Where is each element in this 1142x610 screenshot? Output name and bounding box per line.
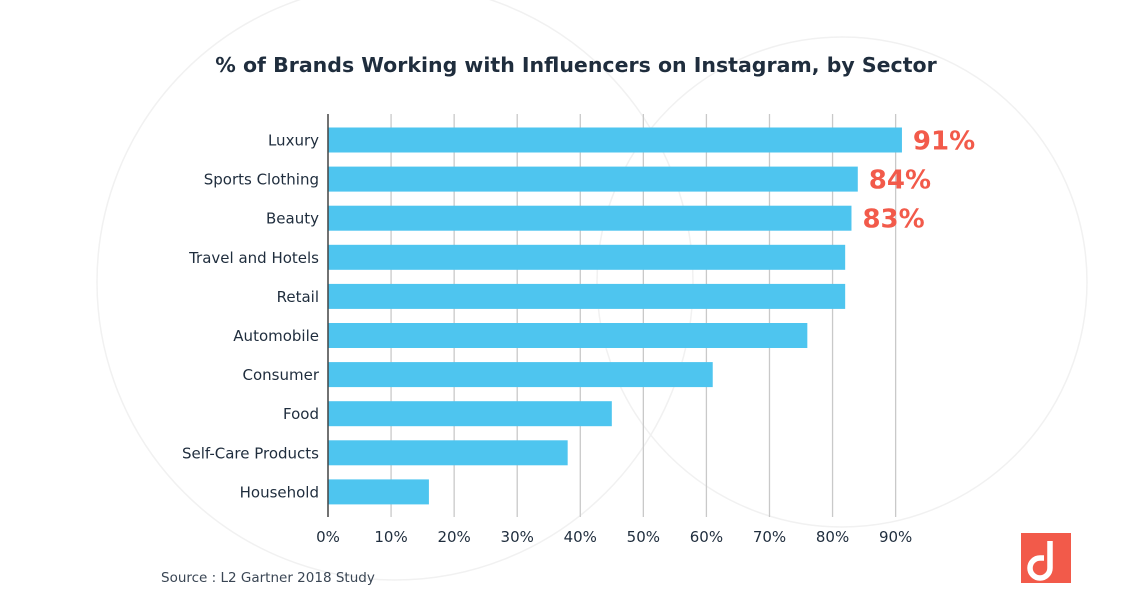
x-tick-label: 80% bbox=[816, 528, 849, 546]
bar bbox=[328, 127, 902, 153]
x-tick-label: 30% bbox=[501, 528, 534, 546]
category-label: Automobile bbox=[233, 327, 319, 345]
background-decoration bbox=[96, 0, 1088, 581]
brand-logo-glyph bbox=[1027, 541, 1053, 581]
bar bbox=[328, 440, 568, 466]
category-label: Consumer bbox=[243, 366, 320, 384]
x-tick-label: 10% bbox=[374, 528, 407, 546]
bars bbox=[328, 127, 902, 505]
bar bbox=[328, 479, 429, 505]
data-label: 83% bbox=[862, 205, 924, 235]
category-labels: Luxury Sports Clothing Beauty Travel and Ho… bbox=[182, 132, 320, 502]
category-label: Retail bbox=[277, 288, 319, 306]
bar bbox=[328, 283, 846, 309]
bar bbox=[328, 323, 808, 348]
category-label: Sports Clothing bbox=[204, 171, 319, 189]
data-label: 91% bbox=[913, 127, 975, 157]
category-label: Household bbox=[240, 483, 319, 501]
background-circle-left bbox=[96, 0, 694, 581]
bar bbox=[328, 205, 852, 231]
category-label: Luxury bbox=[268, 132, 319, 150]
x-tick-label: 20% bbox=[437, 528, 470, 546]
x-tick-label: 90% bbox=[879, 528, 912, 546]
x-tick-label: 40% bbox=[564, 528, 597, 546]
bar bbox=[328, 244, 846, 270]
x-tick-label: 0% bbox=[316, 528, 340, 546]
source-note: Source : L2 Gartner 2018 Study bbox=[161, 570, 375, 586]
category-label: Travel and Hotels bbox=[188, 249, 319, 267]
chart-title: % of Brands Working with Influencers on … bbox=[215, 53, 937, 77]
x-tick-label: 50% bbox=[627, 528, 660, 546]
category-label: Food bbox=[283, 405, 319, 423]
bar bbox=[328, 401, 612, 427]
bar bbox=[328, 166, 858, 192]
category-label: Self-Care Products bbox=[182, 444, 319, 462]
x-tick-labels: 0% 10% 20% 30% 40% 50% 60% 70% 80% 90% bbox=[316, 528, 912, 546]
category-label: Beauty bbox=[266, 210, 319, 228]
background-circle-right bbox=[596, 36, 1088, 528]
data-labels: 91% 84% 83% bbox=[862, 127, 975, 235]
x-tick-label: 70% bbox=[753, 528, 786, 546]
data-label: 84% bbox=[869, 166, 931, 196]
brand-logo bbox=[1021, 533, 1071, 583]
x-tick-label: 60% bbox=[690, 528, 723, 546]
bar bbox=[328, 362, 713, 388]
